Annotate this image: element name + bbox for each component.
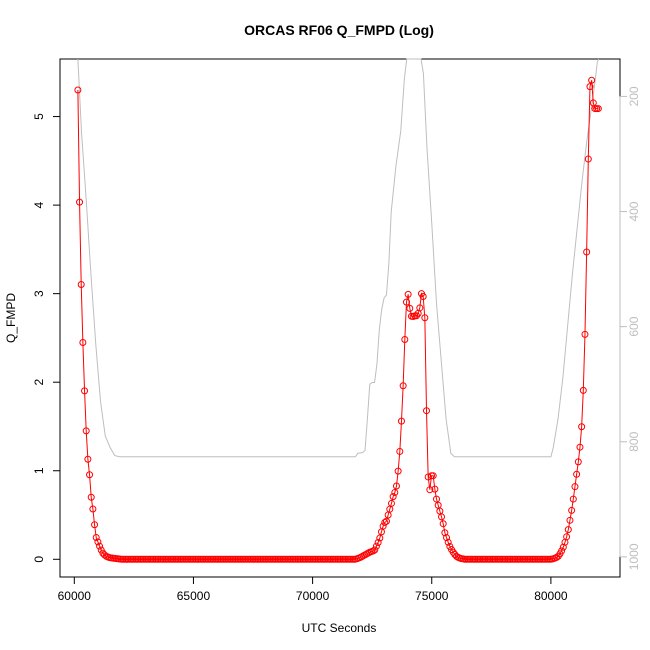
data-point: [416, 304, 424, 312]
y-tick-label: 4: [32, 201, 46, 208]
data-point: [566, 516, 574, 524]
y-tick-label: 3: [32, 290, 46, 297]
data-point: [87, 493, 95, 501]
data-point: [394, 467, 402, 475]
y2-tick-label: 800: [627, 431, 641, 451]
data-point: [433, 495, 441, 503]
data-point: [96, 542, 104, 550]
y-axis-label: Q_FMPD: [4, 293, 18, 343]
data-point: [564, 526, 572, 534]
data-point: [92, 534, 100, 542]
data-point: [571, 483, 579, 491]
primary-series-line: [77, 80, 599, 560]
data-point: [424, 473, 432, 481]
data-point: [91, 521, 99, 529]
x-tick-label: 60000: [58, 589, 92, 603]
y2-tick-label: 600: [627, 316, 641, 336]
secondary-series-line: [77, 58, 600, 458]
data-point: [443, 534, 451, 542]
y2-tick-label: 400: [627, 201, 641, 221]
data-point: [376, 534, 384, 542]
data-point: [558, 547, 566, 555]
data-point: [438, 513, 446, 521]
y-tick-label: 2: [32, 379, 46, 386]
data-point: [574, 458, 582, 466]
data-point: [77, 281, 85, 289]
data-point: [379, 522, 387, 530]
data-point: [431, 485, 439, 493]
data-point: [573, 470, 581, 478]
data-point: [79, 339, 87, 347]
data-point: [421, 314, 429, 322]
data-point: [426, 486, 434, 494]
data-point: [444, 538, 452, 546]
data-point: [559, 543, 567, 551]
x-tick-label: 80000: [534, 589, 568, 603]
data-point: [441, 529, 449, 537]
data-point: [372, 542, 380, 550]
data-point: [86, 471, 94, 479]
data-point: [84, 455, 92, 463]
data-point: [389, 493, 397, 501]
data-point: [581, 330, 589, 338]
x-tick-label: 70000: [296, 589, 330, 603]
data-point: [578, 423, 586, 431]
data-point: [76, 198, 84, 206]
y-tick-label: 5: [32, 113, 46, 120]
data-point: [588, 76, 596, 84]
data-point: [399, 382, 407, 390]
data-point: [81, 387, 89, 395]
data-point: [374, 538, 382, 546]
data-point: [382, 517, 390, 525]
data-point: [401, 336, 409, 344]
data-point: [406, 304, 414, 312]
plot-frame: [59, 58, 621, 578]
x-axis-label: UTC Seconds: [302, 621, 377, 635]
data-point: [369, 547, 377, 555]
data-point: [392, 482, 400, 490]
y-axis: 0 1 2 3 4 5: [32, 113, 61, 563]
data-point: [391, 488, 399, 496]
data-point: [568, 506, 576, 514]
x-tick-label: 65000: [177, 589, 211, 603]
secondary-series-layer: [77, 58, 600, 458]
data-point: [387, 499, 395, 507]
data-point: [397, 417, 405, 425]
data-point: [579, 386, 587, 394]
data-point: [586, 83, 594, 91]
data-point: [371, 546, 379, 554]
data-point: [576, 443, 584, 451]
x-axis: 60000 65000 70000 75000 80000: [58, 576, 568, 603]
data-point: [439, 520, 447, 528]
data-point: [569, 495, 577, 503]
primary-series-layer: [74, 76, 602, 563]
data-point: [74, 86, 82, 94]
data-point: [381, 518, 389, 526]
y2-axis: 200 400 600 800 1000: [619, 86, 641, 570]
data-point: [82, 427, 90, 435]
data-point: [423, 407, 431, 415]
y-tick-label: 1: [32, 467, 46, 474]
data-point: [583, 248, 591, 256]
data-point: [404, 290, 412, 298]
chart-title: ORCAS RF06 Q_FMPD (Log): [244, 22, 434, 38]
x-tick-label: 75000: [415, 589, 449, 603]
data-point: [402, 298, 410, 306]
data-point: [419, 292, 427, 300]
data-point: [584, 155, 592, 163]
data-point: [94, 538, 102, 546]
data-point: [89, 505, 97, 513]
y2-tick-label: 1000: [627, 543, 641, 570]
data-point: [594, 105, 602, 113]
y2-tick-label: 200: [627, 86, 641, 106]
data-point: [396, 447, 404, 455]
data-point: [563, 533, 571, 541]
y-tick-label: 0: [32, 556, 46, 563]
data-point: [429, 472, 437, 480]
